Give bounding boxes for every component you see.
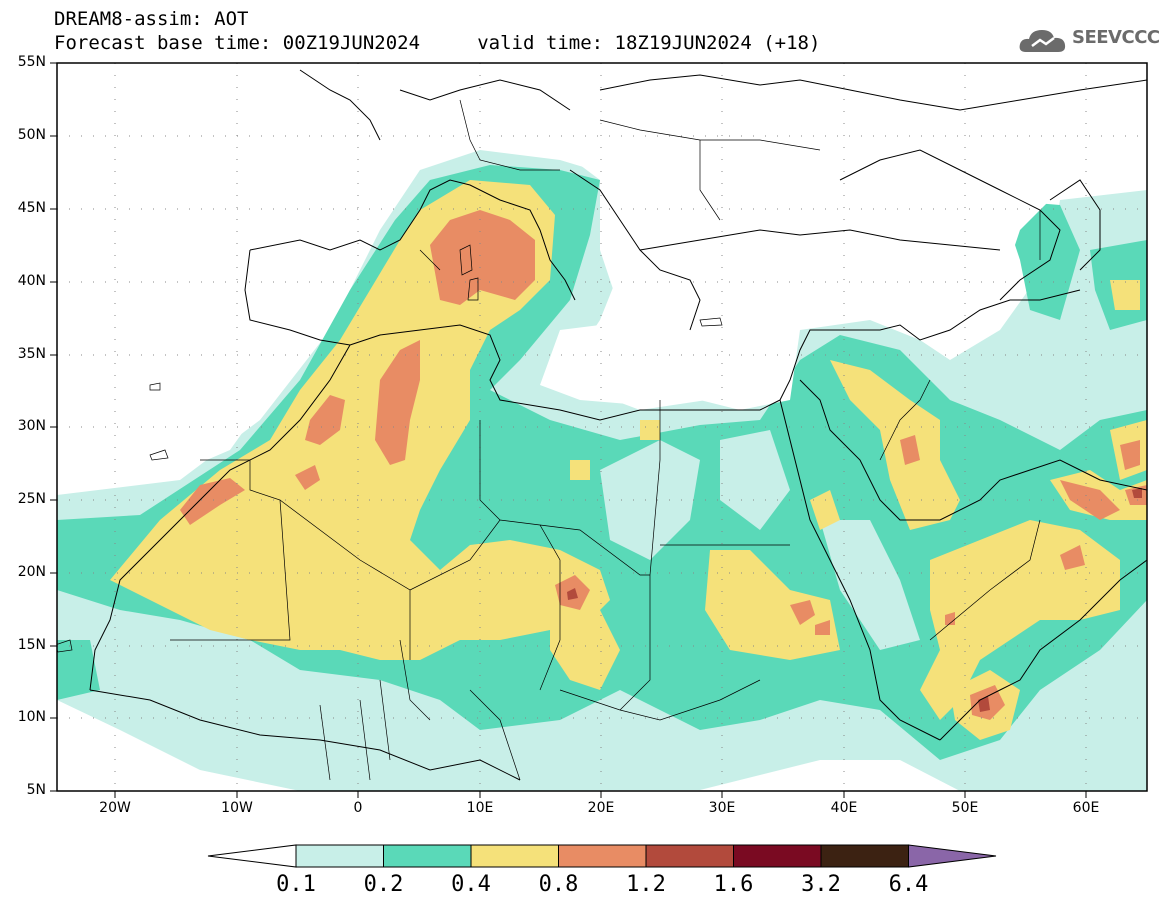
lon-label: 20W [99, 800, 131, 816]
forecast-times: Forecast base time: 00Z19JUN2024 valid t… [54, 32, 821, 54]
map-title: DREAM8-assim: AOT [54, 8, 249, 30]
lat-label: 50N [17, 127, 46, 143]
lat-label: 10N [17, 709, 46, 725]
lon-label: 10W [221, 800, 253, 816]
colorbar-label: 0.2 [363, 872, 404, 897]
coastlines [89, 69, 1147, 781]
brand-text: SEEVCCC [1072, 27, 1160, 48]
lon-label: 40E [830, 800, 858, 816]
colorbar-label: 0.8 [538, 872, 579, 897]
lon-label: 50E [951, 800, 979, 816]
lat-label: 45N [17, 200, 46, 216]
lat-label: 55N [17, 54, 46, 70]
lat-label: 40N [17, 273, 46, 289]
lat-label: 20N [17, 564, 46, 580]
colorbar-label: 3.2 [801, 872, 841, 897]
lon-label: 20E [587, 800, 615, 816]
lat-label: 15N [17, 637, 46, 653]
colorbar-label: 1.6 [713, 872, 754, 897]
lon-label: 10E [466, 800, 494, 816]
lat-label: 30N [17, 418, 46, 434]
seevccc-logo: SEEVCCC [1018, 26, 1160, 56]
islands [57, 244, 723, 653]
axis-ticks [50, 62, 1087, 798]
aot-level-0.8 [180, 210, 1147, 720]
lat-label: 35N [17, 346, 46, 362]
aot-level-0.4 [110, 180, 1147, 740]
country-borders [170, 99, 1041, 781]
colorbar-label: 6.4 [888, 872, 929, 897]
lon-label: 30E [708, 800, 736, 816]
lat-label: 25N [17, 491, 46, 507]
colorbar-label: 1.2 [626, 872, 666, 897]
lat-label: 5N [26, 782, 46, 798]
cloud-icon [1019, 30, 1066, 52]
sea-white-patches [57, 63, 1147, 490]
colorbar-label: 0.1 [276, 872, 316, 897]
lon-label: 0 [353, 800, 363, 816]
lon-label: 60E [1072, 800, 1100, 816]
colorbar-label: 0.4 [451, 872, 491, 897]
